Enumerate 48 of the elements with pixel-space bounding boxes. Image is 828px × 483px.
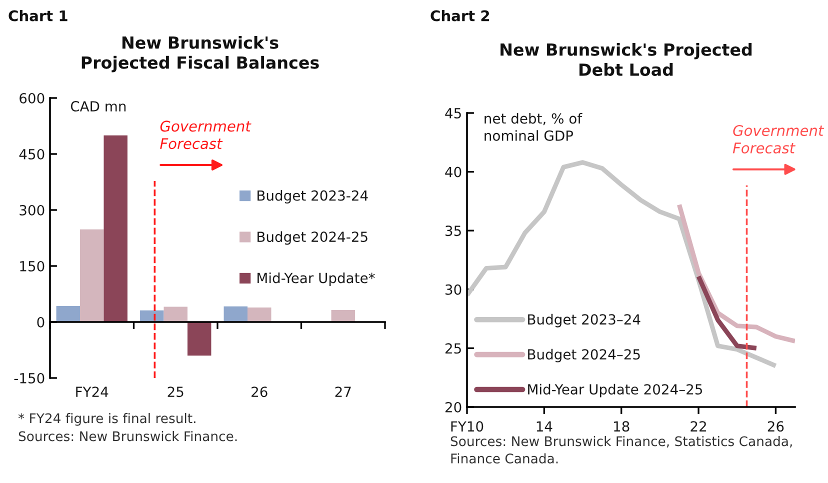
ref-line-label: Government Forecast [160,120,252,150]
chart-title: Chart 2 [430,10,490,22]
y-axis-title: net debt, % of nominal GDP [484,113,582,141]
x-tick-label: 26 [252,386,268,398]
bar [187,322,212,356]
source-note: Sources: New Brunswick Finance, Statistics Canada, Finance Canada. [450,436,792,464]
y-tick-label: 30 [446,284,462,295]
x-tick-label: 14 [536,421,552,432]
line-series [696,274,759,350]
x-tick-label: 27 [335,386,351,397]
legend-label: Budget 2023-24 [258,190,368,204]
bar [224,306,248,322]
line-series [467,160,778,368]
y-axis-title: CAD mn [70,101,126,112]
chart-title: Chart 1 [8,10,68,22]
x-tick-label: FY10 [451,421,484,432]
chart-subtitle: New Brunswick's Projected Fiscal Balances [82,36,319,72]
ref-line-label: Government Forecast [732,125,824,154]
bar [104,135,128,322]
y-tick-label: 40 [445,166,462,178]
legend-label: Mid-Year Update* [258,272,375,286]
bar [248,307,272,322]
bar [164,306,188,322]
source-note: Sources: New Brunswick Finance. [18,431,237,442]
legend-label: Budget 2023–24 [528,314,640,328]
y-tick-label: 35 [446,226,461,236]
x-tick-label: FY24 [76,386,108,397]
legend-label: Budget 2024–25 [528,348,640,362]
x-tick-label: 26 [768,421,784,432]
y-tick-label: 450 [19,148,44,160]
text: * FY24 figure is final result. [18,413,196,426]
legend-label: Budget 2024-25 [258,231,368,245]
legend-label: Mid-Year Update 2024–25 [528,384,702,398]
bar [80,229,104,322]
bar [56,306,80,322]
y-tick-label: 20 [445,402,462,412]
bar [331,310,355,322]
x-tick-label: 22 [690,421,706,432]
y-tick-label: 600 [20,92,44,104]
y-tick-label: -150 [14,372,44,384]
y-tick-label: 150 [20,260,44,272]
y-tick-label: 45 [445,108,461,118]
y-tick-label: 300 [20,204,44,216]
x-tick-label: 25 [168,386,184,398]
y-tick-label: 25 [445,343,461,354]
x-tick-label: 18 [614,421,630,432]
y-tick-label: 0 [37,316,44,328]
chart-subtitle: New Brunswick's Projected Debt Load [500,43,752,76]
